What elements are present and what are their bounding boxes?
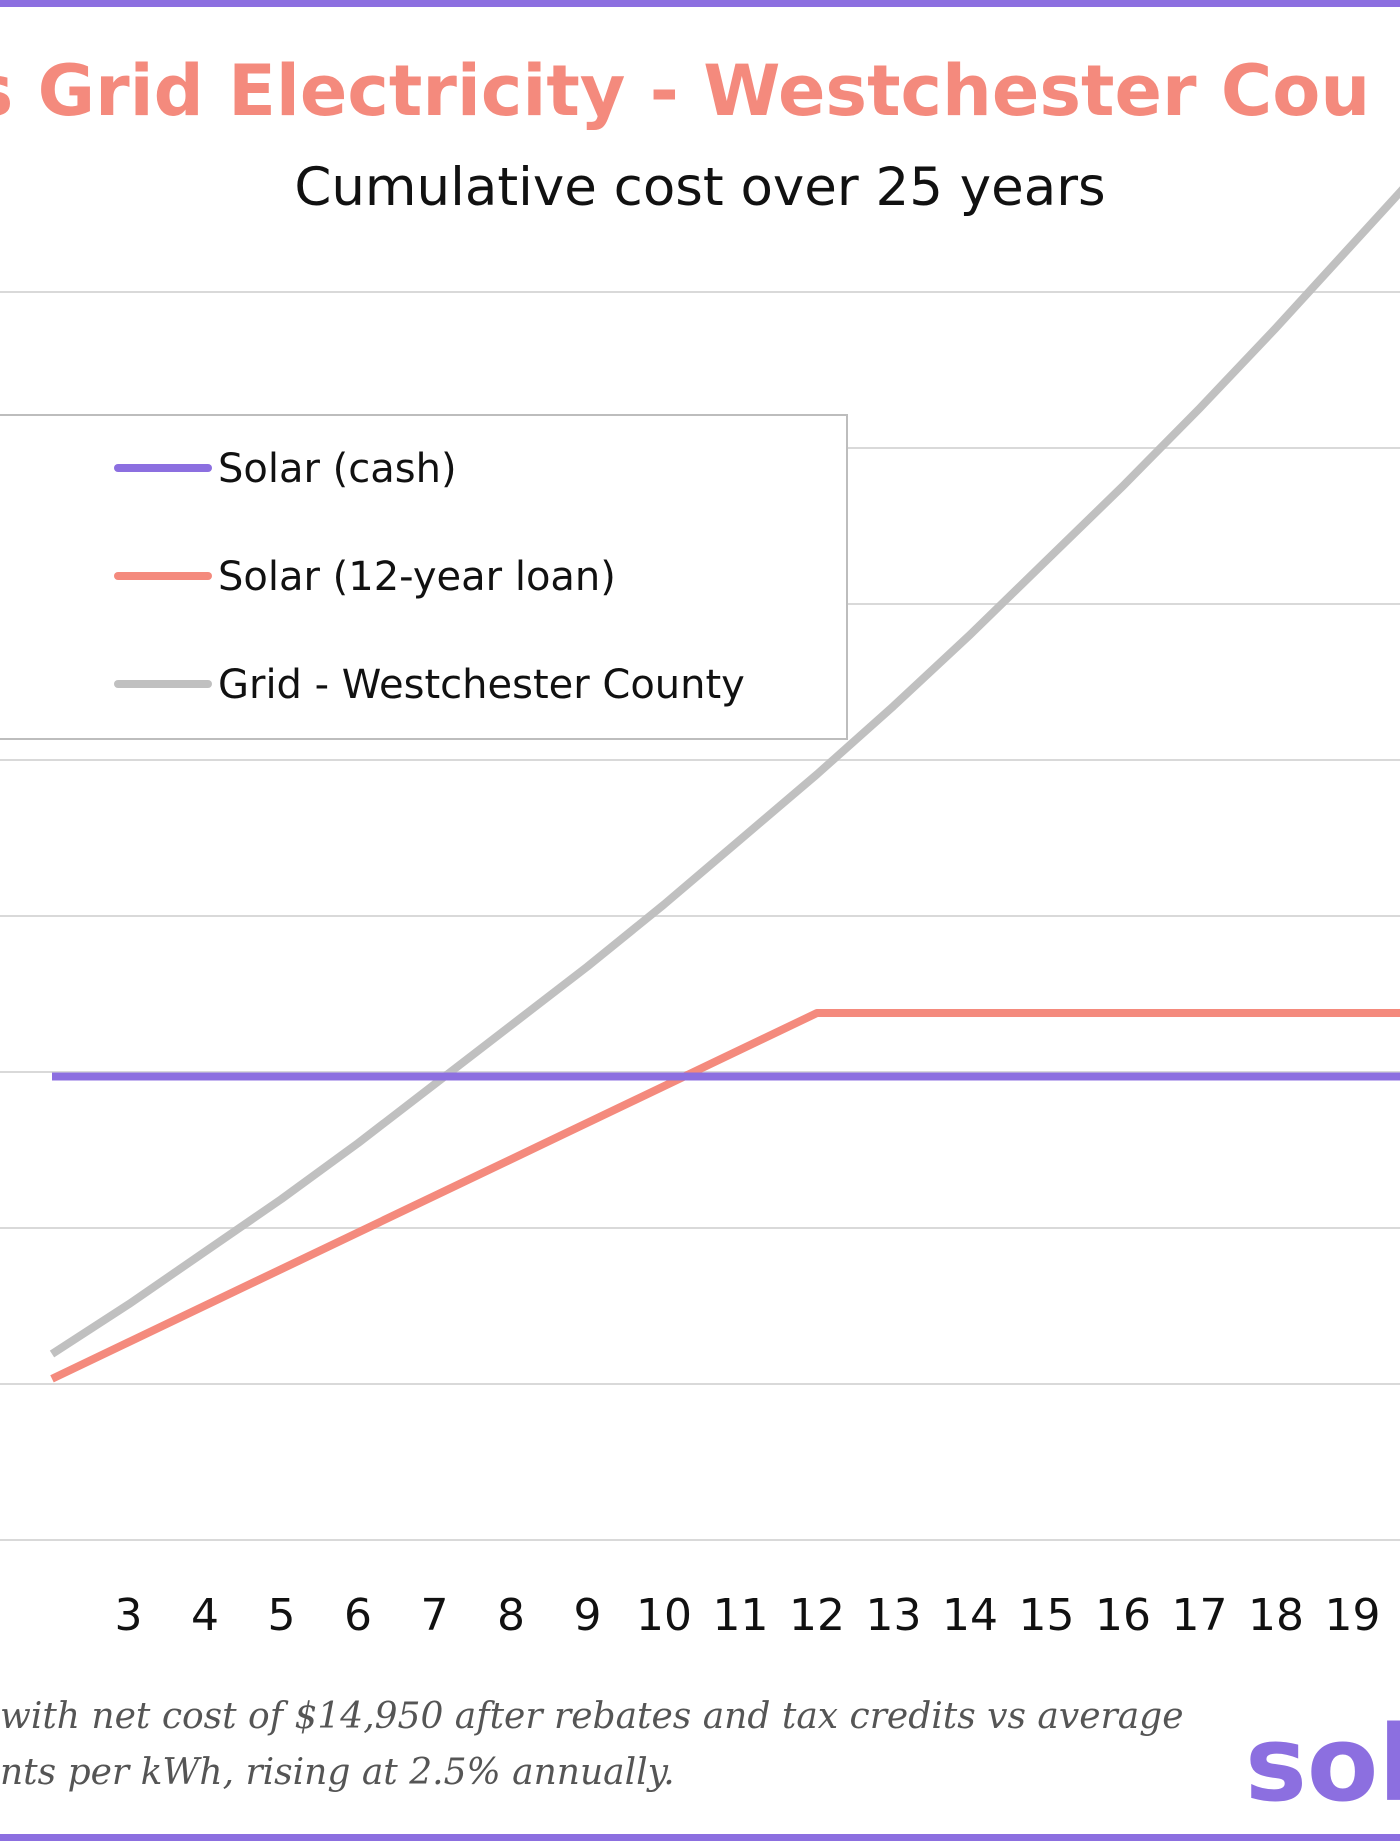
x-tick-label: 13	[866, 1590, 922, 1641]
x-tick-label: 3	[115, 1590, 143, 1641]
x-tick-label: 9	[574, 1590, 602, 1641]
x-tick-label: 6	[344, 1590, 372, 1641]
brand-logo: sol	[1245, 1703, 1400, 1825]
legend-label: Grid - Westchester County	[218, 662, 745, 708]
x-tick-label: 8	[497, 1590, 525, 1641]
chart-subtitle: Cumulative cost over 25 years	[294, 157, 1105, 218]
x-tick-label: 11	[713, 1590, 769, 1641]
footnote-line-2: nts per kWh, rising at 2.5% annually.	[0, 1752, 675, 1793]
top-border	[0, 0, 1400, 7]
bottom-border	[0, 1834, 1400, 1841]
legend: Solar (cash) Solar (12-year loan) Grid - W…	[0, 414, 848, 740]
x-tick-label: 5	[268, 1590, 296, 1641]
legend-label: Solar (cash)	[218, 446, 457, 492]
chart-title: ar vs Grid Electricity - Westchester Cou	[0, 50, 1370, 132]
series-line	[50, 1009, 1400, 1383]
x-tick-label: 4	[191, 1590, 219, 1641]
x-tick-label: 7	[421, 1590, 449, 1641]
gridlines	[0, 291, 1400, 1541]
series-lines	[49, 186, 1400, 1383]
x-tick-label: 18	[1248, 1590, 1304, 1641]
x-axis-ticks: 34567891011121314151617181920	[115, 1590, 1381, 1641]
footnote-line-1: with net cost of $14,950 after rebates a…	[0, 1696, 1184, 1737]
legend-label: Solar (12-year loan)	[218, 554, 616, 600]
x-tick-label: 10	[636, 1590, 692, 1641]
x-tick-label: 16	[1095, 1590, 1151, 1641]
x-tick-label: 12	[789, 1590, 845, 1641]
series-line	[49, 186, 1400, 1358]
x-tick-label: 19	[1325, 1590, 1381, 1641]
x-tick-label: 15	[1019, 1590, 1075, 1641]
x-tick-label: 17	[1172, 1590, 1228, 1641]
x-tick-label: 14	[942, 1590, 998, 1641]
